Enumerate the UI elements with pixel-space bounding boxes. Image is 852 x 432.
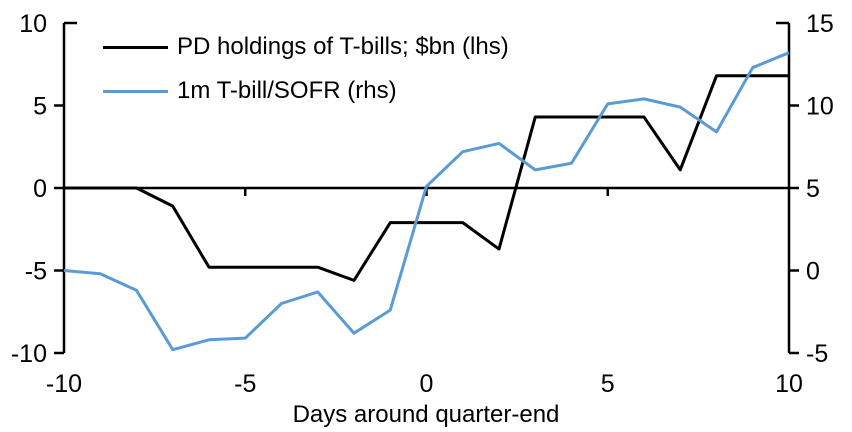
x-tick-label: 0	[420, 370, 434, 398]
legend-item-tbill-sofr: 1m T-bill/SOFR (rhs)	[103, 72, 509, 110]
right-tick-label: 10	[806, 93, 834, 121]
right-tick-label: 0	[806, 258, 820, 286]
series-line-tbill-sofr	[63, 51, 790, 352]
x-axis-title: Days around quarter-end	[292, 401, 560, 428]
legend-line-sample-black	[103, 45, 168, 49]
left-tick-label: 10	[19, 10, 47, 38]
x-tick-label: -10	[46, 370, 82, 398]
x-tick-label: -5	[234, 370, 256, 398]
legend-line-sample-blue	[103, 89, 168, 93]
right-tick-label: 5	[806, 175, 820, 203]
x-tick-label: 10	[775, 370, 803, 398]
legend-item-pd-holdings: PD holdings of T-bills; $bn (lhs)	[103, 28, 509, 66]
left-tick-label: -10	[11, 340, 47, 368]
left-tick-label: -5	[25, 258, 47, 286]
left-tick-label: 0	[33, 175, 47, 203]
left-tick-label: 5	[33, 93, 47, 121]
right-tick-label: -5	[806, 340, 828, 368]
x-tick-label: 5	[601, 370, 615, 398]
legend-label-tbill-sofr: 1m T-bill/SOFR (rhs)	[177, 77, 397, 104]
right-tick-label: 15	[806, 10, 834, 38]
legend: PD holdings of T-bills; $bn (lhs) 1m T-b…	[103, 28, 509, 116]
legend-label-pd-holdings: PD holdings of T-bills; $bn (lhs)	[177, 33, 509, 60]
series-line-pd-holdings	[64, 74, 789, 282]
